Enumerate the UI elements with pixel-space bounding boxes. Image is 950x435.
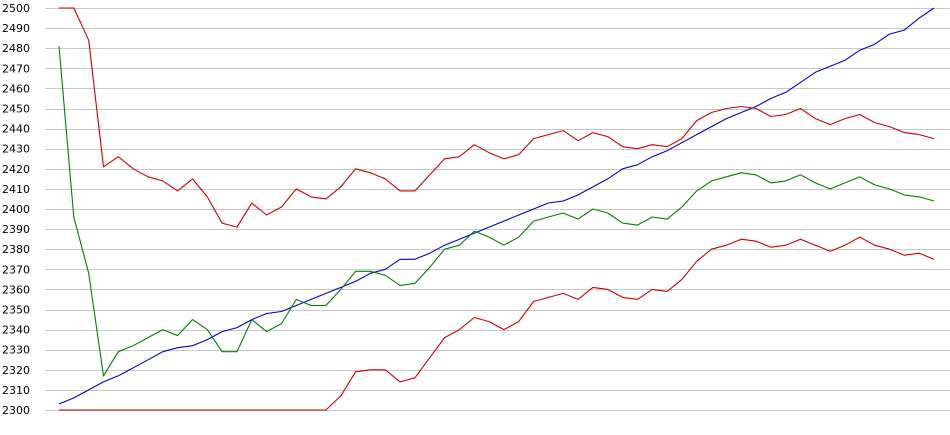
y-tick-label: 2450 (2, 103, 30, 116)
y-tick-label: 2400 (2, 203, 30, 216)
series-line-3 (58, 46, 935, 377)
y-tick-label: 2360 (2, 283, 30, 296)
y-tick-label: 2410 (2, 183, 30, 196)
series-line-2 (59, 7, 935, 228)
y-tick-label: 2500 (2, 2, 30, 15)
y-tick-label: 2460 (2, 82, 30, 95)
grid (45, 8, 950, 411)
y-tick-label: 2370 (2, 263, 30, 276)
y-tick-label: 2480 (2, 42, 30, 55)
y-tick-label: 2340 (2, 324, 30, 337)
y-tick-label: 2440 (2, 123, 30, 136)
y-tick-label: 2470 (2, 62, 30, 75)
y-tick-label: 2420 (2, 163, 30, 176)
series-line-4 (59, 236, 935, 411)
series-line-1 (58, 7, 935, 405)
y-tick-label: 2380 (2, 243, 30, 256)
y-axis-tick-labels: 2300 2310 2320 2330 2340 2350 2360 2370 2380 2390… (2, 2, 30, 417)
y-tick-label: 2350 (2, 304, 30, 317)
y-tick-label: 2300 (2, 404, 30, 417)
y-tick-label: 2490 (2, 22, 30, 35)
y-tick-label: 2320 (2, 364, 30, 377)
y-tick-label: 2310 (2, 384, 30, 397)
series-lines (58, 7, 935, 411)
y-tick-label: 2430 (2, 143, 30, 156)
y-tick-label: 2330 (2, 344, 30, 357)
y-tick-label: 2390 (2, 223, 30, 236)
